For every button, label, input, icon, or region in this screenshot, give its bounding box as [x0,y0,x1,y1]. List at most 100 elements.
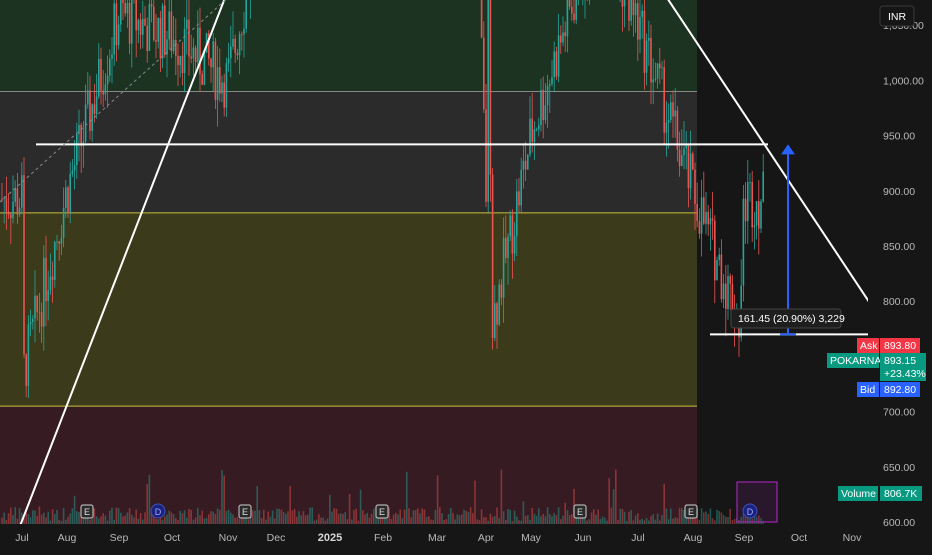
candle-body [491,174,494,339]
earnings-marker[interactable] [375,504,389,519]
volume-bar [304,515,307,524]
dividend-marker-label: D [747,507,754,517]
dividend-marker[interactable] [742,503,758,519]
candle-body [485,109,487,202]
volume-bar [309,507,311,524]
bid-value-tag [880,382,920,397]
volume-bar [370,513,373,524]
volume-bar [10,507,12,524]
volume-bar [133,517,135,524]
volume-bar [408,508,410,524]
volume-bar [650,516,652,524]
candle-body [630,0,632,21]
candle-body [117,24,120,46]
volume-bar [150,508,153,524]
candle-body [126,2,129,14]
x-tick-label: Aug [684,532,703,544]
earnings-marker[interactable] [573,504,587,519]
volume-bar [351,519,353,524]
time-axis-panel[interactable] [0,524,932,550]
candle-body [56,241,58,243]
candle-body [43,257,45,327]
falling-trendline[interactable] [388,0,879,316]
x-tick-label: Dec [267,532,286,544]
candle-body [670,102,672,121]
volume-bar [183,510,186,524]
volume-bar [357,520,360,524]
candle-body [553,51,555,78]
volume-bar [225,511,228,524]
price-axis-panel[interactable] [868,0,932,550]
dividend-marker[interactable] [150,503,166,519]
candle-body [551,77,553,84]
x-tick-label: Aug [58,532,77,544]
volume-bar [124,515,126,524]
volume-bar [412,510,415,524]
candle-body [751,182,753,228]
volume-bar [524,516,527,524]
candle-body [683,148,685,156]
candle-body [731,283,734,319]
candle-body [208,33,210,59]
y-tick-label: 850.00 [883,241,915,253]
candle-body [87,90,89,105]
earnings-marker[interactable] [80,504,94,519]
volume-bar [467,512,470,524]
volume-bar [709,508,712,524]
candle-body [502,237,505,298]
candle-body [533,129,536,142]
candle-body [663,67,665,133]
volume-bar [447,514,450,524]
volume-bar [115,507,118,524]
rising-trendline[interactable] [19,0,388,527]
symbol-tag [827,353,879,368]
candle-body [91,104,93,131]
x-tick-label: Mar [428,532,447,544]
candle-body [47,290,49,302]
volume-bar [54,514,56,524]
candle-body [104,84,107,95]
volume-bar [511,520,514,524]
candle-body [76,134,78,166]
candle-body [27,324,30,386]
candle-body [568,0,571,7]
candle-body [700,197,703,234]
volume-bar [188,508,190,524]
volume-bar [364,514,366,524]
candle-body [760,201,762,229]
volume-bar [703,512,705,524]
volume-bar [1,517,3,524]
measure-label: 161.45 (20.90%) 3,229 [738,313,845,325]
volume-bar [298,511,300,524]
earnings-marker[interactable] [238,504,252,519]
candle-body [516,191,518,236]
candle-body [511,215,514,254]
candle-body [137,19,140,31]
volume-bar [69,513,71,524]
volume-bar [199,515,201,524]
volume-bar [568,514,571,524]
volume-bar [529,519,531,524]
candle-body [223,82,225,108]
candle-body [650,37,652,83]
measure-label-box [730,308,842,329]
candle-body [89,90,91,131]
volume-bar [142,519,144,524]
volume-bar [100,516,102,524]
volume-bar [197,507,199,524]
candle-body [120,0,122,25]
volume-bar [632,520,635,524]
currency-button[interactable] [879,5,915,27]
earnings-marker[interactable] [684,504,698,519]
candle-body [183,28,186,74]
volume-bar [32,510,34,524]
x-tick-label: Oct [791,532,807,544]
volume-bar [267,511,269,524]
volume-bar [733,518,736,524]
volume-bar [113,519,115,524]
volume-bar [617,520,619,524]
volume-bar [12,515,14,524]
volume-bar [282,512,285,524]
